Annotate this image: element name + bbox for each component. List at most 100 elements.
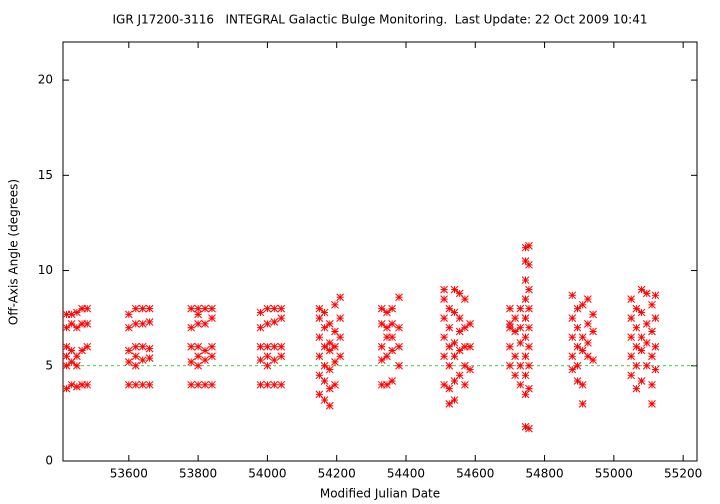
- point: [632, 304, 641, 313]
- point: [62, 323, 71, 332]
- point: [455, 346, 464, 355]
- point: [325, 339, 334, 347]
- point: [263, 380, 272, 389]
- point: [578, 400, 587, 408]
- point: [187, 304, 196, 313]
- point: [395, 293, 403, 302]
- point: [388, 377, 396, 385]
- point: [145, 304, 154, 313]
- point: [124, 310, 133, 319]
- point: [325, 365, 334, 374]
- point: [466, 320, 474, 328]
- point: [277, 352, 286, 361]
- point: [516, 380, 525, 389]
- point: [73, 361, 81, 370]
- point: [461, 361, 469, 370]
- point: [315, 333, 324, 342]
- point: [208, 380, 216, 389]
- point: [208, 304, 216, 313]
- point: [525, 323, 533, 332]
- point: [445, 342, 454, 351]
- point: [568, 333, 577, 342]
- point: [67, 320, 76, 328]
- point: [270, 342, 279, 351]
- point: [521, 276, 530, 284]
- point: [377, 304, 386, 313]
- point: [320, 377, 329, 385]
- point: [568, 352, 577, 361]
- point: [194, 361, 202, 370]
- point: [73, 323, 81, 332]
- point: [450, 396, 459, 404]
- point: [67, 310, 76, 319]
- point: [138, 342, 147, 351]
- point: [648, 327, 656, 336]
- point: [589, 327, 597, 336]
- point: [67, 380, 76, 389]
- point: [325, 346, 334, 355]
- point: [201, 320, 209, 328]
- point: [336, 352, 345, 361]
- point: [315, 352, 324, 361]
- point: [277, 342, 286, 351]
- point: [648, 400, 656, 408]
- x-tick-label: 54800: [525, 467, 563, 481]
- point: [584, 339, 592, 347]
- point: [525, 384, 533, 393]
- point: [440, 314, 448, 323]
- point: [648, 352, 656, 361]
- point: [124, 380, 133, 389]
- point: [627, 333, 636, 342]
- point: [131, 342, 140, 351]
- point: [388, 346, 396, 355]
- point: [187, 358, 196, 366]
- point: [377, 342, 386, 351]
- point: [263, 320, 272, 328]
- point: [315, 304, 324, 313]
- point: [573, 342, 582, 351]
- point: [440, 285, 448, 294]
- point: [336, 333, 345, 342]
- point: [466, 342, 474, 351]
- point: [627, 371, 636, 380]
- point: [331, 380, 339, 389]
- point: [455, 371, 464, 380]
- point: [511, 371, 519, 380]
- point: [138, 356, 147, 364]
- y-axis-label: Off-Axis Angle (degrees): [7, 179, 21, 325]
- x-tick-label: 54400: [387, 467, 425, 481]
- point: [632, 342, 641, 351]
- point: [651, 342, 660, 351]
- point: [568, 365, 577, 374]
- point: [325, 320, 334, 328]
- point: [455, 314, 464, 323]
- point: [461, 323, 469, 332]
- point: [568, 314, 577, 323]
- point: [331, 342, 339, 351]
- point: [208, 352, 216, 361]
- point: [208, 314, 216, 323]
- point: [578, 380, 587, 389]
- point: [145, 318, 154, 326]
- point: [637, 308, 646, 317]
- point: [124, 346, 133, 355]
- point: [637, 377, 646, 385]
- point: [445, 400, 454, 408]
- point: [455, 327, 464, 336]
- point: [263, 342, 272, 351]
- point: [516, 323, 525, 332]
- point: [256, 308, 265, 317]
- y-tick-label: 5: [45, 358, 53, 372]
- x-tick-label: 54000: [248, 467, 286, 481]
- point: [642, 320, 651, 328]
- point: [461, 295, 469, 303]
- point: [73, 382, 81, 391]
- point: [131, 361, 140, 370]
- point: [277, 304, 286, 313]
- point: [573, 377, 582, 385]
- plot-frame: [62, 41, 698, 462]
- point: [395, 361, 403, 370]
- point: [263, 361, 272, 370]
- point: [506, 361, 514, 370]
